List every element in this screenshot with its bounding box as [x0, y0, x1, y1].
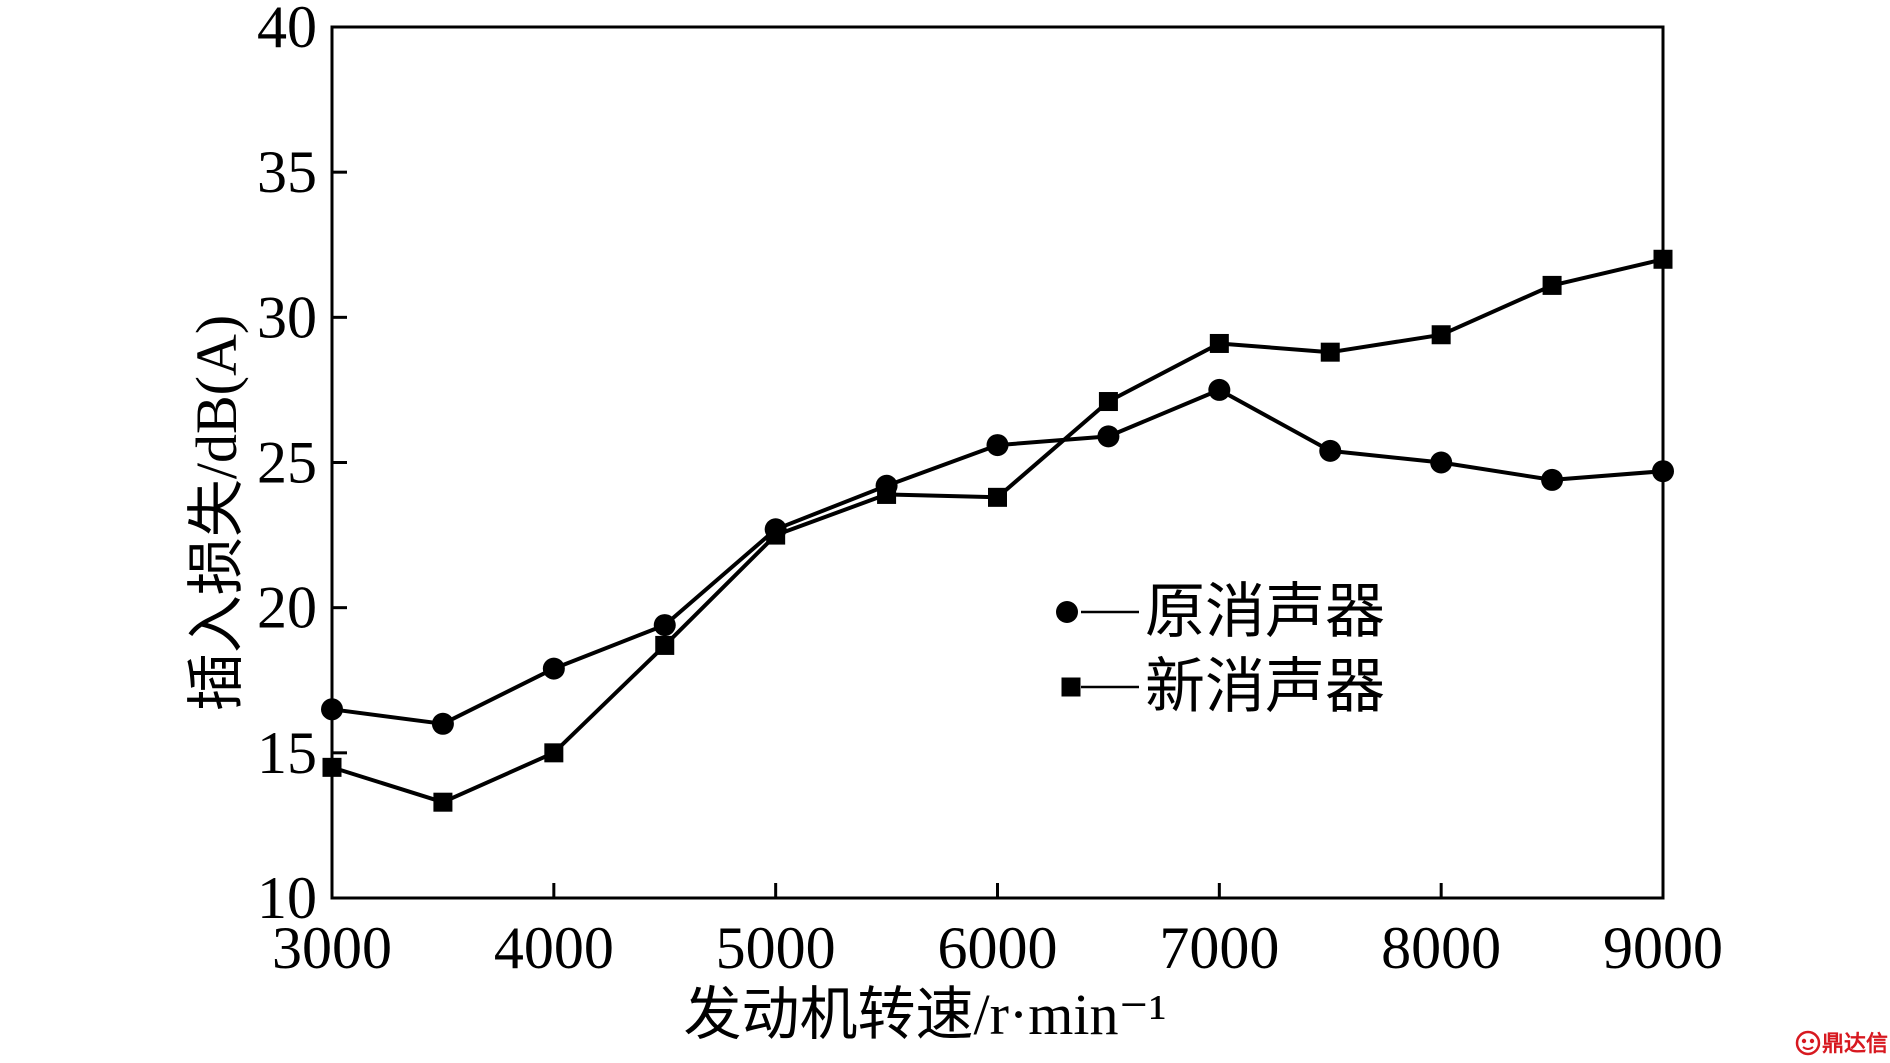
data-point-original-muffler	[986, 434, 1009, 457]
data-point-new-muffler	[877, 484, 897, 504]
series-line-new-muffler	[331, 257, 1664, 805]
legend: 原消声器 新消声器	[1056, 579, 1385, 720]
y-axis-title: 插入损失/dB(A)	[184, 315, 249, 711]
y-tick-label: 20	[257, 575, 317, 641]
dingdaxin-logo-icon	[1795, 1030, 1821, 1056]
watermark-text: 鼎达信	[1822, 1031, 1888, 1057]
y-tick-label: 30	[257, 284, 317, 350]
y-tick-label: 35	[257, 139, 317, 205]
data-point-new-muffler	[1542, 275, 1562, 295]
data-point-original-muffler	[1541, 468, 1564, 491]
data-point-new-muffler	[1653, 249, 1673, 269]
plot-frame	[330, 25, 1665, 900]
y-tick-label: 15	[257, 720, 317, 786]
tick-labels: 3000 4000 5000 6000 7000 8000 9000 10 15 20 25 30 35…	[257, 0, 1723, 981]
data-point-original-muffler	[542, 657, 565, 680]
data-point-new-muffler	[1098, 392, 1118, 412]
data-point-new-muffler	[322, 757, 342, 777]
watermark: 鼎达信	[1795, 1030, 1888, 1057]
x-tick-label: 5000	[716, 915, 836, 981]
legend-item-new-muffler: 新消声器	[1061, 654, 1385, 720]
legend-label-original-muffler: 原消声器	[1145, 579, 1385, 645]
data-point-original-muffler	[1097, 425, 1120, 448]
data-point-new-muffler	[766, 525, 786, 545]
x-tick-label: 8000	[1381, 915, 1501, 981]
data-point-new-muffler	[988, 487, 1007, 507]
data-point-new-muffler	[655, 635, 675, 655]
data-point-original-muffler	[1208, 378, 1231, 401]
data-point-original-muffler	[1319, 439, 1342, 462]
x-tick-label: 4000	[494, 915, 614, 981]
data-point-new-muffler	[433, 792, 453, 812]
data-point-new-muffler	[1431, 325, 1451, 345]
series-layer	[321, 249, 1674, 812]
x-tick-label: 3000	[272, 915, 392, 981]
data-point-original-muffler	[1430, 451, 1453, 474]
x-axis-title: 发动机转速/r·min⁻¹	[684, 982, 1167, 1047]
x-tick-label: 7000	[1159, 915, 1279, 981]
data-point-new-muffler	[1320, 342, 1340, 362]
x-tick-label: 9000	[1603, 915, 1723, 981]
x-tick-label: 6000	[938, 915, 1058, 981]
data-point-original-muffler	[431, 712, 454, 735]
y-tick-label: 40	[257, 0, 317, 60]
y-tick-label: 10	[257, 865, 317, 931]
y-tick-label: 25	[257, 430, 317, 496]
legend-item-original-muffler: 原消声器	[1056, 579, 1385, 645]
legend-circle-marker	[1056, 601, 1078, 623]
tick-marks	[330, 25, 1665, 900]
data-point-original-muffler	[1652, 460, 1674, 483]
data-point-original-muffler	[653, 614, 676, 637]
data-point-original-muffler	[321, 698, 343, 721]
legend-square-marker	[1061, 677, 1081, 697]
data-point-new-muffler	[1209, 333, 1229, 353]
legend-label-new-muffler: 新消声器	[1145, 654, 1385, 720]
data-point-new-muffler	[544, 743, 564, 763]
